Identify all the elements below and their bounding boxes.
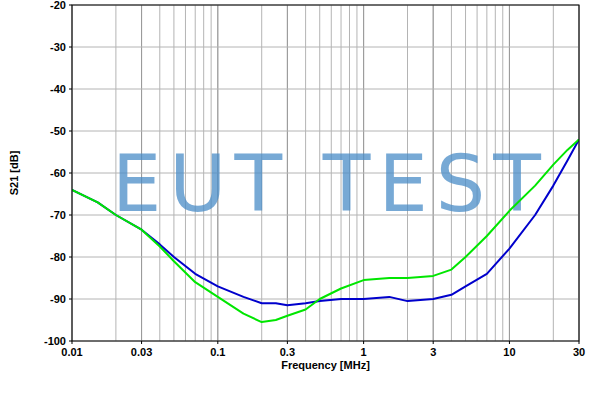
x-tick: [433, 341, 434, 344]
background: [0, 0, 613, 394]
y-tick: [69, 341, 72, 342]
y-tick: [69, 257, 72, 258]
y-tick-label: -100: [44, 335, 66, 347]
watermark: EUT TEST: [112, 139, 549, 229]
y-tick: [69, 299, 72, 300]
series-line: [72, 139, 579, 305]
x-tick-label: 0.01: [61, 346, 82, 358]
y-tick-label: -80: [50, 251, 66, 263]
x-tick-label: 3: [430, 346, 436, 358]
y-grid-line: [72, 131, 579, 132]
y-tick: [69, 215, 72, 216]
y-tick: [69, 131, 72, 132]
plot-frame: [72, 5, 579, 341]
y-tick-label: -70: [50, 209, 66, 221]
y-grid-line: [72, 89, 579, 90]
x-tick-label: 30: [573, 346, 585, 358]
x-tick-label: 10: [503, 346, 515, 358]
x-tick-label: 0.3: [280, 346, 295, 358]
y-grid-line: [72, 299, 579, 300]
y-tick: [69, 47, 72, 48]
grid: [72, 5, 579, 341]
y-tick-label: -30: [50, 41, 66, 53]
y-tick-label: -50: [50, 125, 66, 137]
x-tick-label: 1: [361, 346, 367, 358]
y-tick-label: -60: [50, 167, 66, 179]
x-tick: [217, 341, 218, 344]
series-line: [72, 139, 579, 322]
chart-svg: EUT TEST 0.01 0.03 0.1 0.3 1 3 10 30 -100 -90 -80 -7…: [0, 0, 613, 394]
y-tick: [69, 89, 72, 90]
chart-container: EUT TEST 0.01 0.03 0.1 0.3 1 3 10 30 -100 -90 -80 -7…: [0, 0, 613, 394]
x-tick: [509, 341, 510, 344]
y-tick-label: -40: [50, 83, 66, 95]
y-tick-label: -90: [50, 293, 66, 305]
y-grid-line: [72, 47, 579, 48]
x-tick-label: 0.1: [210, 346, 225, 358]
x-tick: [287, 341, 288, 344]
x-tick: [579, 341, 580, 344]
x-tick-label: 0.03: [131, 346, 152, 358]
y-tick: [69, 173, 72, 174]
x-axis-label: Frequency [MHz]: [281, 359, 370, 371]
data-lines: [72, 139, 579, 322]
y-tick: [69, 5, 72, 6]
y-axis-label: S21 [dB]: [8, 150, 20, 195]
x-tick: [141, 341, 142, 344]
x-tick: [363, 341, 364, 344]
y-tick-label: -20: [50, 0, 66, 11]
